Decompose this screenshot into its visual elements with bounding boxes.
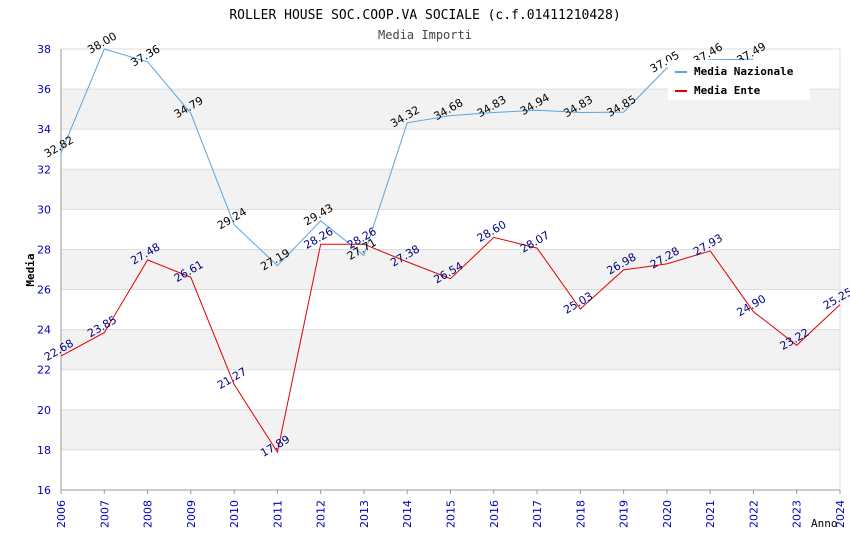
legend-box	[668, 60, 810, 100]
data-label-media-ente: 28.60	[475, 218, 509, 245]
x-tick-label: 2006	[55, 500, 68, 528]
x-tick-label: 2012	[315, 500, 328, 528]
x-tick-label: 2013	[358, 500, 371, 528]
x-tick-label: 2019	[618, 500, 631, 528]
y-tick-label: 24	[37, 324, 51, 337]
x-tick-label: 2023	[791, 500, 804, 528]
x-tick-label: 2010	[228, 500, 241, 528]
chart-subtitle: Media Importi	[378, 28, 472, 42]
data-label-media-nazionale: 32.82	[42, 133, 76, 160]
data-label-media-ente: 28.26	[302, 225, 336, 252]
data-label-media-nazionale: 38.00	[85, 30, 119, 57]
y-tick-label: 32	[37, 163, 51, 176]
data-label-media-ente: 24.90	[734, 292, 768, 319]
x-axis-label: Anno	[811, 517, 838, 530]
x-tick-label: 2022	[747, 500, 760, 528]
x-tick-label: 2009	[185, 500, 198, 528]
grid-band	[61, 169, 840, 210]
x-tick-label: 2016	[488, 500, 501, 528]
x-tick-label: 2020	[661, 500, 674, 528]
y-tick-label: 22	[37, 364, 51, 377]
y-tick-label: 20	[37, 404, 51, 417]
x-tick-label: 2007	[98, 500, 111, 528]
x-tick-label: 2014	[401, 500, 414, 528]
x-tick-label: 2011	[271, 500, 284, 528]
y-tick-label: 34	[37, 123, 51, 136]
grid-band	[61, 329, 840, 370]
legend-label-media-ente: Media Ente	[694, 84, 761, 97]
y-tick-label: 38	[37, 43, 51, 56]
x-tick-label: 2021	[704, 500, 717, 528]
y-tick-label: 16	[37, 484, 51, 497]
data-label-media-nazionale: 37.36	[129, 42, 163, 69]
y-tick-label: 26	[37, 284, 51, 297]
x-tick-label: 2024	[834, 500, 847, 528]
series-line-media-nazionale	[60, 48, 754, 267]
grid-band	[61, 249, 840, 290]
legend-label-media-nazionale: Media Nazionale	[694, 65, 794, 78]
x-tick-label: 2018	[574, 500, 587, 528]
x-tick-label: 2008	[142, 500, 155, 528]
legend: Media Nazionale Media Ente	[668, 60, 810, 100]
y-axis-label: Media	[24, 253, 37, 286]
y-tick-label: 28	[37, 243, 51, 256]
x-tick-label: 2015	[445, 500, 458, 528]
data-label-media-ente: 25.03	[561, 290, 595, 317]
x-tick-label: 2017	[531, 500, 544, 528]
grid-band	[61, 409, 840, 450]
y-tick-label: 36	[37, 83, 51, 96]
y-tick-label: 30	[37, 203, 51, 216]
series-line-media-ente	[60, 236, 841, 454]
y-tick-label: 18	[37, 444, 51, 457]
chart-title: ROLLER HOUSE SOC.COOP.VA SOCIALE (c.f.01…	[229, 8, 620, 23]
